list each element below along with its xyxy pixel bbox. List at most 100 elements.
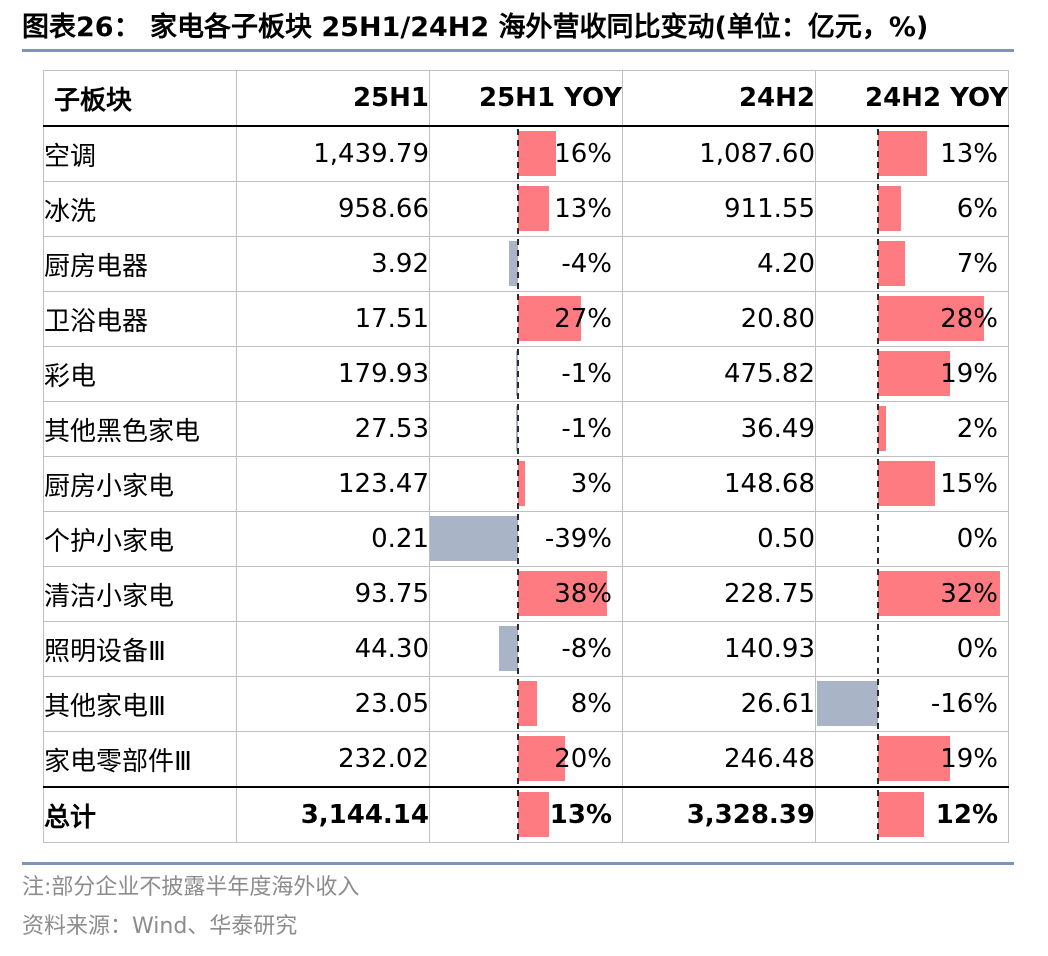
value-25h1: 44.30 (236, 621, 430, 677)
yoy-value: 15% (940, 469, 998, 499)
yoy-bar (878, 131, 928, 176)
yoy-bar (878, 351, 951, 396)
value-24h2: 26.61 (622, 676, 816, 732)
footer-divider (22, 862, 1014, 865)
yoy-bar (499, 626, 518, 671)
value-25h1: 3,144.14 (236, 786, 430, 843)
zero-axis-line (877, 790, 879, 840)
yoy-bar (518, 736, 565, 781)
yoy-value: 7% (956, 249, 998, 279)
yoy-24h2-cell: 15% (815, 456, 1009, 512)
zero-axis-line (517, 239, 519, 289)
yoy-value: 19% (940, 744, 998, 774)
yoy-value: 13% (554, 194, 612, 224)
segment-name: 空调 (43, 125, 237, 182)
yoy-value: -4% (561, 249, 612, 279)
yoy-bar (508, 241, 518, 286)
yoy-bar (518, 681, 537, 726)
segment-name: 厨房电器 (43, 236, 237, 292)
table-row: 冰洗 958.66 13% 911.55 6% (43, 181, 1009, 237)
segment-name: 其他黑色家电 (43, 401, 237, 457)
zero-axis-line (517, 294, 519, 344)
table-body: 空调 1,439.79 16% 1,087.60 13% 冰洗 958.66 13% 911.5… (43, 125, 1009, 843)
zero-axis-line (517, 184, 519, 234)
zero-axis-line (517, 569, 519, 619)
yoy-25h1-cell: 20% (429, 731, 623, 788)
zero-axis-line (517, 129, 519, 179)
yoy-value: 38% (554, 579, 612, 609)
yoy-value: -16% (930, 689, 998, 719)
value-25h1: 0.21 (236, 511, 430, 567)
total-row: 总计 3,144.14 13% 3,328.39 12% (43, 786, 1009, 843)
yoy-bar (518, 131, 556, 176)
value-24h2: 228.75 (622, 566, 816, 622)
zero-axis-line (877, 129, 879, 179)
yoy-value: 27% (554, 304, 612, 334)
title-divider (22, 49, 1014, 52)
value-25h1: 1,439.79 (236, 125, 430, 182)
table-row: 清洁小家电 93.75 38% 228.75 32% (43, 566, 1009, 622)
zero-axis-line (877, 459, 879, 509)
segment-name: 个护小家电 (43, 511, 237, 567)
value-24h2: 148.68 (622, 456, 816, 512)
yoy-24h2-cell: -16% (815, 676, 1009, 732)
yoy-24h2-cell: 19% (815, 731, 1009, 788)
yoy-24h2-cell: 28% (815, 291, 1009, 347)
value-24h2: 0.50 (622, 511, 816, 567)
value-25h1: 3.92 (236, 236, 430, 292)
yoy-bar (878, 241, 905, 286)
zero-axis-line (877, 404, 879, 454)
yoy-value: 2% (956, 414, 998, 444)
yoy-24h2-cell: 0% (815, 511, 1009, 567)
yoy-value: -1% (561, 414, 612, 444)
yoy-25h1-cell: -1% (429, 346, 623, 402)
yoy-bar (518, 571, 608, 616)
zero-axis-line (877, 239, 879, 289)
yoy-value: 28% (940, 304, 998, 334)
value-25h1: 17.51 (236, 291, 430, 347)
segment-name: 冰洗 (43, 181, 237, 237)
revenue-table: 子板块 25H1 25H1 YOY 24H2 24H2 YOY 空调 1,439.… (43, 70, 1009, 843)
value-25h1: 958.66 (236, 181, 430, 237)
yoy-24h2-cell: 32% (815, 566, 1009, 622)
yoy-value: -8% (561, 634, 612, 664)
table-row: 彩电 179.93 -1% 475.82 19% (43, 346, 1009, 402)
value-25h1: 23.05 (236, 676, 430, 732)
table-row: 空调 1,439.79 16% 1,087.60 13% (43, 125, 1009, 182)
table-row: 其他黑色家电 27.53 -1% 36.49 2% (43, 401, 1009, 457)
yoy-value: 3% (570, 469, 612, 499)
yoy-bar (878, 571, 1000, 616)
yoy-24h2-cell: 7% (815, 236, 1009, 292)
yoy-value: 8% (570, 689, 612, 719)
zero-axis-line (517, 349, 519, 399)
yoy-value: -39% (544, 524, 612, 554)
zero-axis-line (877, 624, 879, 674)
yoy-value: 16% (554, 139, 612, 169)
yoy-25h1-cell: 3% (429, 456, 623, 512)
yoy-bar (430, 516, 518, 561)
value-24h2: 911.55 (622, 181, 816, 237)
footnote: 注:部分企业不披露半年度海外收入 (22, 875, 360, 900)
zero-axis-line (517, 404, 519, 454)
zero-axis-line (517, 734, 519, 784)
value-24h2: 20.80 (622, 291, 816, 347)
table-row: 家电零部件Ⅲ 232.02 20% 246.48 19% (43, 731, 1009, 788)
yoy-25h1-cell: 27% (429, 291, 623, 347)
yoy-value: 20% (554, 744, 612, 774)
yoy-25h1-cell: -8% (429, 621, 623, 677)
zero-axis-line (877, 569, 879, 619)
header-25h1-yoy: 25H1 YOY (429, 70, 623, 127)
zero-axis-line (517, 679, 519, 729)
zero-axis-line (877, 294, 879, 344)
zero-axis-line (877, 514, 879, 564)
yoy-bar (515, 351, 518, 396)
value-24h2: 3,328.39 (622, 786, 816, 843)
yoy-bar (817, 681, 878, 726)
segment-name: 其他家电Ⅲ (43, 676, 237, 732)
yoy-24h2-cell: 13% (815, 125, 1009, 182)
yoy-value: 19% (940, 359, 998, 389)
yoy-24h2-cell: 19% (815, 346, 1009, 402)
yoy-24h2-cell: 2% (815, 401, 1009, 457)
table-row: 厨房电器 3.92 -4% 4.20 7% (43, 236, 1009, 292)
yoy-value: 13% (940, 139, 998, 169)
